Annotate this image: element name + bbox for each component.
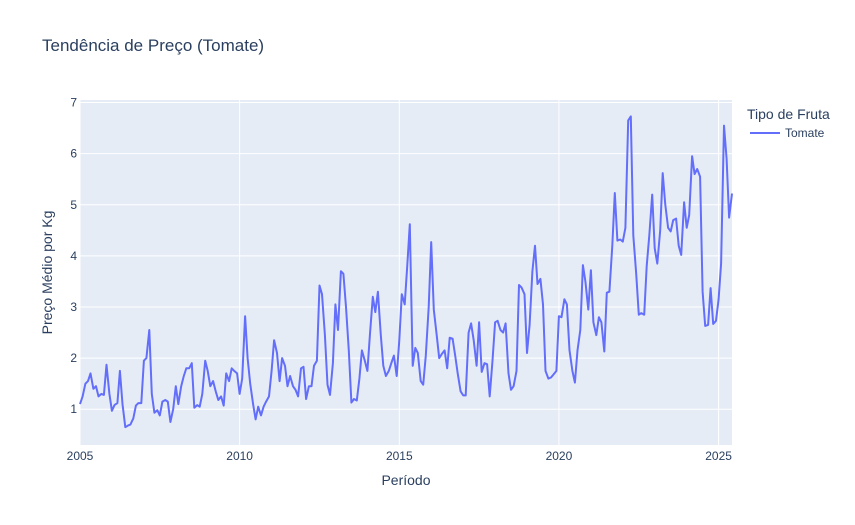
series-layer [79, 115, 733, 429]
x-tick-label: 2005 [67, 449, 94, 463]
chart-title: Tendência de Preço (Tomate) [42, 36, 264, 55]
y-tick-label: 4 [70, 249, 77, 263]
tick-labels: 1 2 3 4 5 6 7 2005 2010 2015 2020 2025 [67, 96, 733, 463]
x-axis-label: Período [381, 472, 430, 488]
legend[interactable]: Tipo de Fruta Tomate [747, 106, 830, 140]
grid-lines [79, 100, 732, 445]
series-line-tomate[interactable] [79, 115, 733, 429]
y-tick-label: 5 [70, 198, 77, 212]
legend-title: Tipo de Fruta [747, 106, 830, 122]
y-tick-label: 3 [70, 300, 77, 314]
x-tick-label: 2025 [705, 449, 732, 463]
x-tick-label: 2020 [546, 449, 573, 463]
y-tick-label: 2 [70, 351, 77, 365]
y-axis-label: Preço Médio por Kg [39, 211, 55, 335]
legend-item-tomate[interactable]: Tomate [785, 126, 825, 140]
y-tick-label: 1 [70, 402, 77, 416]
x-tick-label: 2015 [386, 449, 413, 463]
x-tick-label: 2010 [226, 449, 253, 463]
y-tick-label: 7 [70, 96, 77, 110]
y-tick-label: 6 [70, 147, 77, 161]
